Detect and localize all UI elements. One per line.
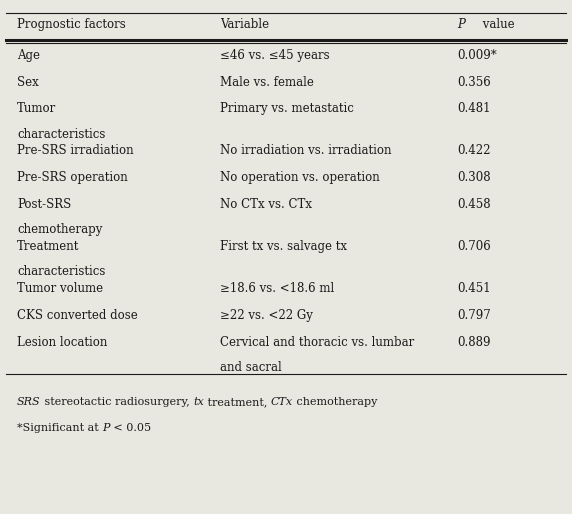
Text: Sex: Sex: [17, 76, 39, 88]
Text: No operation vs. operation: No operation vs. operation: [220, 171, 380, 184]
Text: 0.481: 0.481: [458, 102, 491, 115]
Text: P: P: [102, 423, 110, 433]
Text: 0.308: 0.308: [458, 171, 491, 184]
Text: Male vs. female: Male vs. female: [220, 76, 314, 88]
Text: 0.458: 0.458: [458, 198, 491, 211]
Text: characteristics: characteristics: [17, 127, 106, 141]
Text: Lesion location: Lesion location: [17, 336, 108, 348]
Text: 0.889: 0.889: [458, 336, 491, 348]
Text: Treatment: Treatment: [17, 240, 80, 253]
Text: P: P: [458, 18, 466, 31]
Text: Pre-SRS operation: Pre-SRS operation: [17, 171, 128, 184]
Text: 0.451: 0.451: [458, 282, 491, 295]
Text: value: value: [479, 18, 515, 31]
Text: SRS: SRS: [17, 397, 41, 407]
Text: tx: tx: [193, 397, 204, 407]
Text: < 0.05: < 0.05: [110, 423, 151, 433]
Text: Prognostic factors: Prognostic factors: [17, 18, 126, 31]
Text: characteristics: characteristics: [17, 265, 106, 279]
Text: chemotherapy: chemotherapy: [293, 397, 377, 407]
Text: ≤46 vs. ≤45 years: ≤46 vs. ≤45 years: [220, 49, 330, 62]
Text: No irradiation vs. irradiation: No irradiation vs. irradiation: [220, 144, 392, 157]
Text: Post-SRS: Post-SRS: [17, 198, 72, 211]
Text: treatment,: treatment,: [204, 397, 271, 407]
Text: Cervical and thoracic vs. lumbar: Cervical and thoracic vs. lumbar: [220, 336, 415, 348]
Text: First tx vs. salvage tx: First tx vs. salvage tx: [220, 240, 347, 253]
Text: *Significant at: *Significant at: [17, 423, 102, 433]
Text: 0.797: 0.797: [458, 309, 491, 322]
Text: Primary vs. metastatic: Primary vs. metastatic: [220, 102, 354, 115]
Text: chemotherapy: chemotherapy: [17, 223, 102, 236]
Text: 0.706: 0.706: [458, 240, 491, 253]
Text: ≥22 vs. <22 Gy: ≥22 vs. <22 Gy: [220, 309, 313, 322]
Text: Variable: Variable: [220, 18, 269, 31]
Text: 0.422: 0.422: [458, 144, 491, 157]
Text: ≥18.6 vs. <18.6 ml: ≥18.6 vs. <18.6 ml: [220, 282, 335, 295]
Text: 0.356: 0.356: [458, 76, 491, 88]
Text: No CTx vs. CTx: No CTx vs. CTx: [220, 198, 312, 211]
Text: stereotactic radiosurgery,: stereotactic radiosurgery,: [41, 397, 193, 407]
Text: Tumor: Tumor: [17, 102, 57, 115]
Text: and sacral: and sacral: [220, 361, 282, 374]
Text: CKS converted dose: CKS converted dose: [17, 309, 138, 322]
Text: CTx: CTx: [271, 397, 293, 407]
Text: Tumor volume: Tumor volume: [17, 282, 104, 295]
Text: 0.009*: 0.009*: [458, 49, 497, 62]
Text: Pre-SRS irradiation: Pre-SRS irradiation: [17, 144, 134, 157]
Text: Age: Age: [17, 49, 40, 62]
